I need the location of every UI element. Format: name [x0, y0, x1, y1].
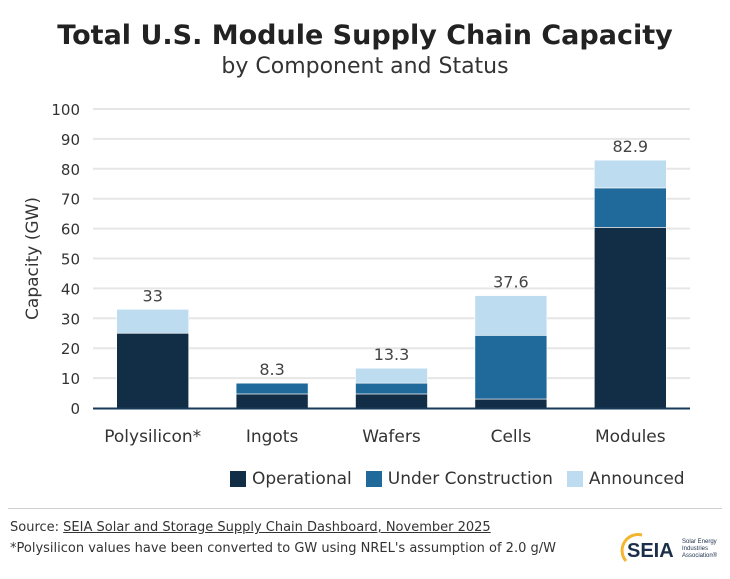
x-tick-label: Wafers: [362, 427, 421, 447]
legend-item-announced: Announced: [566, 469, 685, 489]
bar-chart: 0 10 20 30 40 50 60 70 80 90 100 Capacity (GW) 33 Pol…: [23, 101, 690, 447]
data-label: 8.3: [259, 360, 284, 379]
bar-segment-under-construction: [355, 382, 428, 395]
y-tick-label: 40: [61, 280, 80, 298]
y-tick-label: 90: [61, 131, 80, 149]
bar-segment-under-construction: [474, 335, 548, 400]
y-tick-label: 0: [70, 400, 80, 418]
bar-segment-under-construction: [593, 187, 667, 228]
bar-segment-operational: [116, 332, 189, 409]
y-tick-label: 70: [61, 191, 80, 209]
x-tick-label: Modules: [595, 427, 666, 447]
chart-subtitle: by Component and Status: [221, 54, 509, 79]
x-tick-label: Polysilicon*: [104, 427, 201, 447]
seia-logo: SEIA Solar Energy Industries Association…: [620, 533, 718, 562]
data-label: 33: [143, 286, 163, 305]
data-label: 82.9: [612, 137, 648, 156]
source-prefix: Source:: [10, 520, 64, 535]
legend: Operational Under Construction Announced: [230, 469, 685, 489]
legend-item-under-construction: Under Construction: [365, 469, 553, 489]
svg-text:Association®: Association®: [682, 552, 718, 559]
y-tick-label: 60: [61, 221, 80, 239]
bar-segment-operational: [355, 393, 428, 409]
y-tick-label: 100: [51, 101, 80, 119]
bar-segment-operational: [474, 398, 548, 409]
legend-label: Under Construction: [387, 469, 553, 489]
legend-label: Announced: [588, 469, 685, 489]
divider: [8, 508, 722, 509]
x-tick-label: Ingots: [246, 427, 299, 447]
y-tick-label: 30: [61, 310, 80, 328]
svg-text:Industries: Industries: [682, 546, 708, 552]
bar-segment-operational: [235, 393, 309, 409]
legend-swatch: [566, 471, 583, 487]
data-label: 13.3: [374, 345, 410, 364]
footnote: *Polysilicon values have been converted …: [10, 541, 556, 556]
bar-segment-announced: [116, 309, 189, 334]
bar-segment-under-construction: [235, 382, 309, 395]
legend-item-operational: Operational: [230, 469, 352, 489]
source-link[interactable]: SEIA Solar and Storage Supply Chain Dash…: [63, 520, 491, 535]
bar-segment-operational: [593, 227, 667, 409]
bar-segment-announced: [474, 295, 548, 336]
y-tick-label: 80: [61, 161, 80, 179]
y-tick-label: 20: [61, 340, 80, 358]
legend-swatch: [365, 471, 382, 487]
y-tick-label: 10: [61, 370, 80, 388]
svg-text:SEIA: SEIA: [627, 540, 674, 562]
y-axis-label: Capacity (GW): [23, 197, 43, 320]
chart-title: Total U.S. Module Supply Chain Capacity: [57, 20, 673, 51]
bar-segment-announced: [355, 367, 428, 384]
data-label: 37.6: [493, 273, 529, 292]
legend-label: Operational: [252, 469, 352, 489]
y-tick-label: 50: [61, 251, 80, 269]
legend-swatch: [230, 471, 246, 487]
bar-segment-announced: [593, 159, 667, 189]
source-line: Source: SEIA Solar and Storage Supply Ch…: [10, 520, 491, 535]
svg-text:Solar Energy: Solar Energy: [682, 539, 717, 545]
x-tick-label: Cells: [491, 427, 532, 447]
